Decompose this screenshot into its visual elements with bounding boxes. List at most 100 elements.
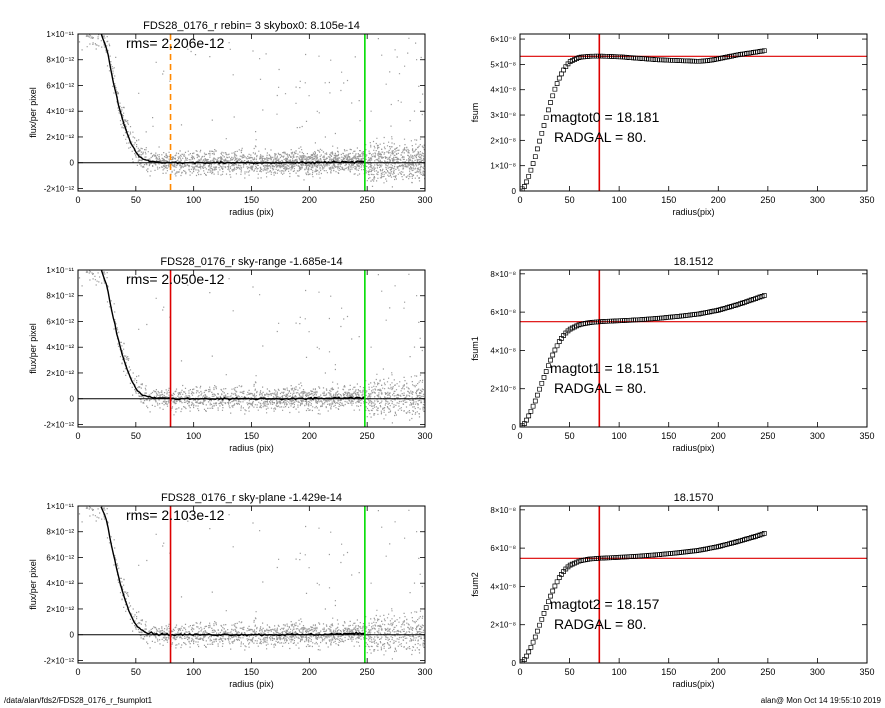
y-tick-label: 6×10⁻¹²	[46, 317, 74, 326]
x-tick-label: 50	[565, 431, 575, 441]
x-tick-label: 150	[244, 431, 259, 441]
y-tick-label: 8×10⁻¹²	[46, 528, 74, 537]
y-tick-label: 4×10⁻¹²	[46, 579, 74, 588]
chart-title: 18.1570	[674, 492, 714, 504]
y-tick-label: 0	[70, 395, 75, 404]
x-axis-label: radius (pix)	[229, 443, 274, 453]
x-tick-label: 300	[810, 667, 825, 677]
chart-5: FDS28_0176_r sky-plane -1.429e-14 0 50 100 1…	[28, 492, 433, 689]
profile-line	[100, 34, 365, 165]
x-tick-label: 300	[810, 431, 825, 441]
y-tick-label: 4×10⁻⁸	[490, 582, 516, 591]
footer-timestamp: alan@ Mon Oct 14 19:55:10 2019	[760, 696, 881, 705]
x-tick-label: 300	[417, 667, 432, 677]
radgal-annotation: RADGAL = 80.	[554, 616, 646, 632]
plot-area	[78, 34, 425, 191]
x-axis-label: radius (pix)	[229, 207, 274, 217]
y-tick-label: -2×10⁻¹²	[44, 184, 75, 193]
magtot-annotation: magtot0 = 18.181	[550, 109, 660, 125]
profile-line	[100, 506, 366, 637]
y-tick-label: 0	[70, 631, 75, 640]
plot-area	[520, 506, 867, 663]
x-axis-label: radius(pix)	[672, 679, 714, 689]
y-tick-label: -2×10⁻¹²	[44, 420, 75, 429]
footer-path: /data/alan/fds2/FDS28_0176_r_fsumplot1	[4, 696, 153, 705]
y-tick-label: 8×10⁻⁸	[490, 270, 516, 279]
x-tick-label: 200	[302, 195, 317, 205]
x-tick-label: 250	[760, 431, 775, 441]
plot-frame	[519, 269, 868, 428]
y-tick-label: 2×10⁻⁸	[490, 136, 516, 145]
y-tick-label: 0	[512, 659, 517, 668]
x-tick-label: 250	[360, 667, 375, 677]
plot-frame	[519, 505, 868, 664]
x-axis-label: radius (pix)	[229, 679, 274, 689]
x-tick-label: 0	[517, 667, 522, 677]
rms-annotation: rms= 2.050e-12	[126, 271, 225, 287]
y-tick-label: 3×10⁻⁸	[490, 111, 516, 120]
x-tick-label: 100	[612, 667, 627, 677]
y-tick-label: 6×10⁻¹²	[46, 81, 74, 90]
chart-1: FDS28_0176_r rebin= 3 skybox0: 8.105e-14…	[28, 20, 433, 217]
x-tick-label: 250	[760, 195, 775, 205]
x-tick-label: 150	[244, 667, 259, 677]
fsum-curve	[520, 48, 767, 191]
y-tick-label: 4×10⁻¹²	[46, 107, 74, 116]
x-tick-label: 100	[186, 667, 201, 677]
radgal-annotation: RADGAL = 80.	[554, 129, 646, 145]
x-tick-label: 50	[131, 195, 141, 205]
y-tick-label: 2×10⁻¹²	[46, 605, 74, 614]
y-tick-label: 2×10⁻⁸	[490, 621, 516, 630]
plot-area	[520, 34, 867, 191]
radgal-annotation: RADGAL = 80.	[554, 380, 646, 396]
y-axis-label: fsum2	[470, 572, 480, 597]
y-tick-label: 1×10⁻⁸	[490, 162, 516, 171]
chart-title: FDS28_0176_r sky-range -1.685e-14	[160, 256, 342, 268]
fsum-curve	[520, 293, 767, 427]
x-tick-label: 150	[661, 667, 676, 677]
x-tick-label: 150	[661, 431, 676, 441]
chart-2: 0 50 100 150 200 250 300 350 0 1×10⁻⁸ 2×10⁻⁸ 3×10⁻⁸…	[470, 33, 875, 217]
x-tick-label: 350	[859, 431, 874, 441]
y-tick-label: 6×10⁻¹²	[46, 553, 74, 562]
scatter-points	[78, 34, 425, 188]
y-tick-label: 6×10⁻⁸	[490, 35, 516, 44]
x-axis-label: radius(pix)	[672, 207, 714, 217]
x-tick-label: 200	[302, 431, 317, 441]
profile-line	[100, 270, 366, 401]
x-tick-label: 250	[360, 195, 375, 205]
x-tick-label: 350	[859, 667, 874, 677]
y-tick-label: 2×10⁻¹²	[46, 133, 74, 142]
x-tick-label: 0	[517, 195, 522, 205]
magtot-annotation: magtot2 = 18.157	[550, 596, 660, 612]
y-tick-label: 0	[70, 159, 75, 168]
y-tick-label: 0	[512, 423, 517, 432]
x-axis-label: radius(pix)	[672, 443, 714, 453]
x-tick-label: 150	[244, 195, 259, 205]
y-tick-label: 1×10⁻¹¹	[46, 30, 74, 39]
y-axis-label: flux/per pixel	[28, 323, 38, 374]
x-tick-label: 250	[760, 667, 775, 677]
y-tick-label: 1×10⁻¹¹	[46, 502, 74, 511]
y-axis-label: fsum	[470, 103, 480, 123]
rms-annotation: rms= 2.206e-12	[126, 35, 225, 51]
y-tick-label: 1×10⁻¹¹	[46, 266, 74, 275]
chart-title: 18.1512	[674, 256, 714, 268]
x-tick-label: 200	[711, 431, 726, 441]
y-tick-label: 8×10⁻⁸	[490, 506, 516, 515]
x-tick-label: 50	[131, 667, 141, 677]
x-tick-label: 100	[186, 431, 201, 441]
plot-frame	[519, 33, 868, 192]
x-tick-label: 350	[859, 195, 874, 205]
x-tick-label: 200	[302, 667, 317, 677]
y-axis-label: flux/per pixel	[28, 87, 38, 138]
y-tick-label: 8×10⁻¹²	[46, 292, 74, 301]
plot-area	[78, 506, 425, 663]
x-tick-label: 100	[612, 195, 627, 205]
y-tick-label: 6×10⁻⁸	[490, 544, 516, 553]
x-tick-label: 100	[612, 431, 627, 441]
x-tick-label: 100	[186, 195, 201, 205]
x-tick-label: 50	[565, 195, 575, 205]
chart-title: FDS28_0176_r sky-plane -1.429e-14	[161, 492, 342, 504]
y-tick-label: 4×10⁻⁸	[490, 346, 516, 355]
